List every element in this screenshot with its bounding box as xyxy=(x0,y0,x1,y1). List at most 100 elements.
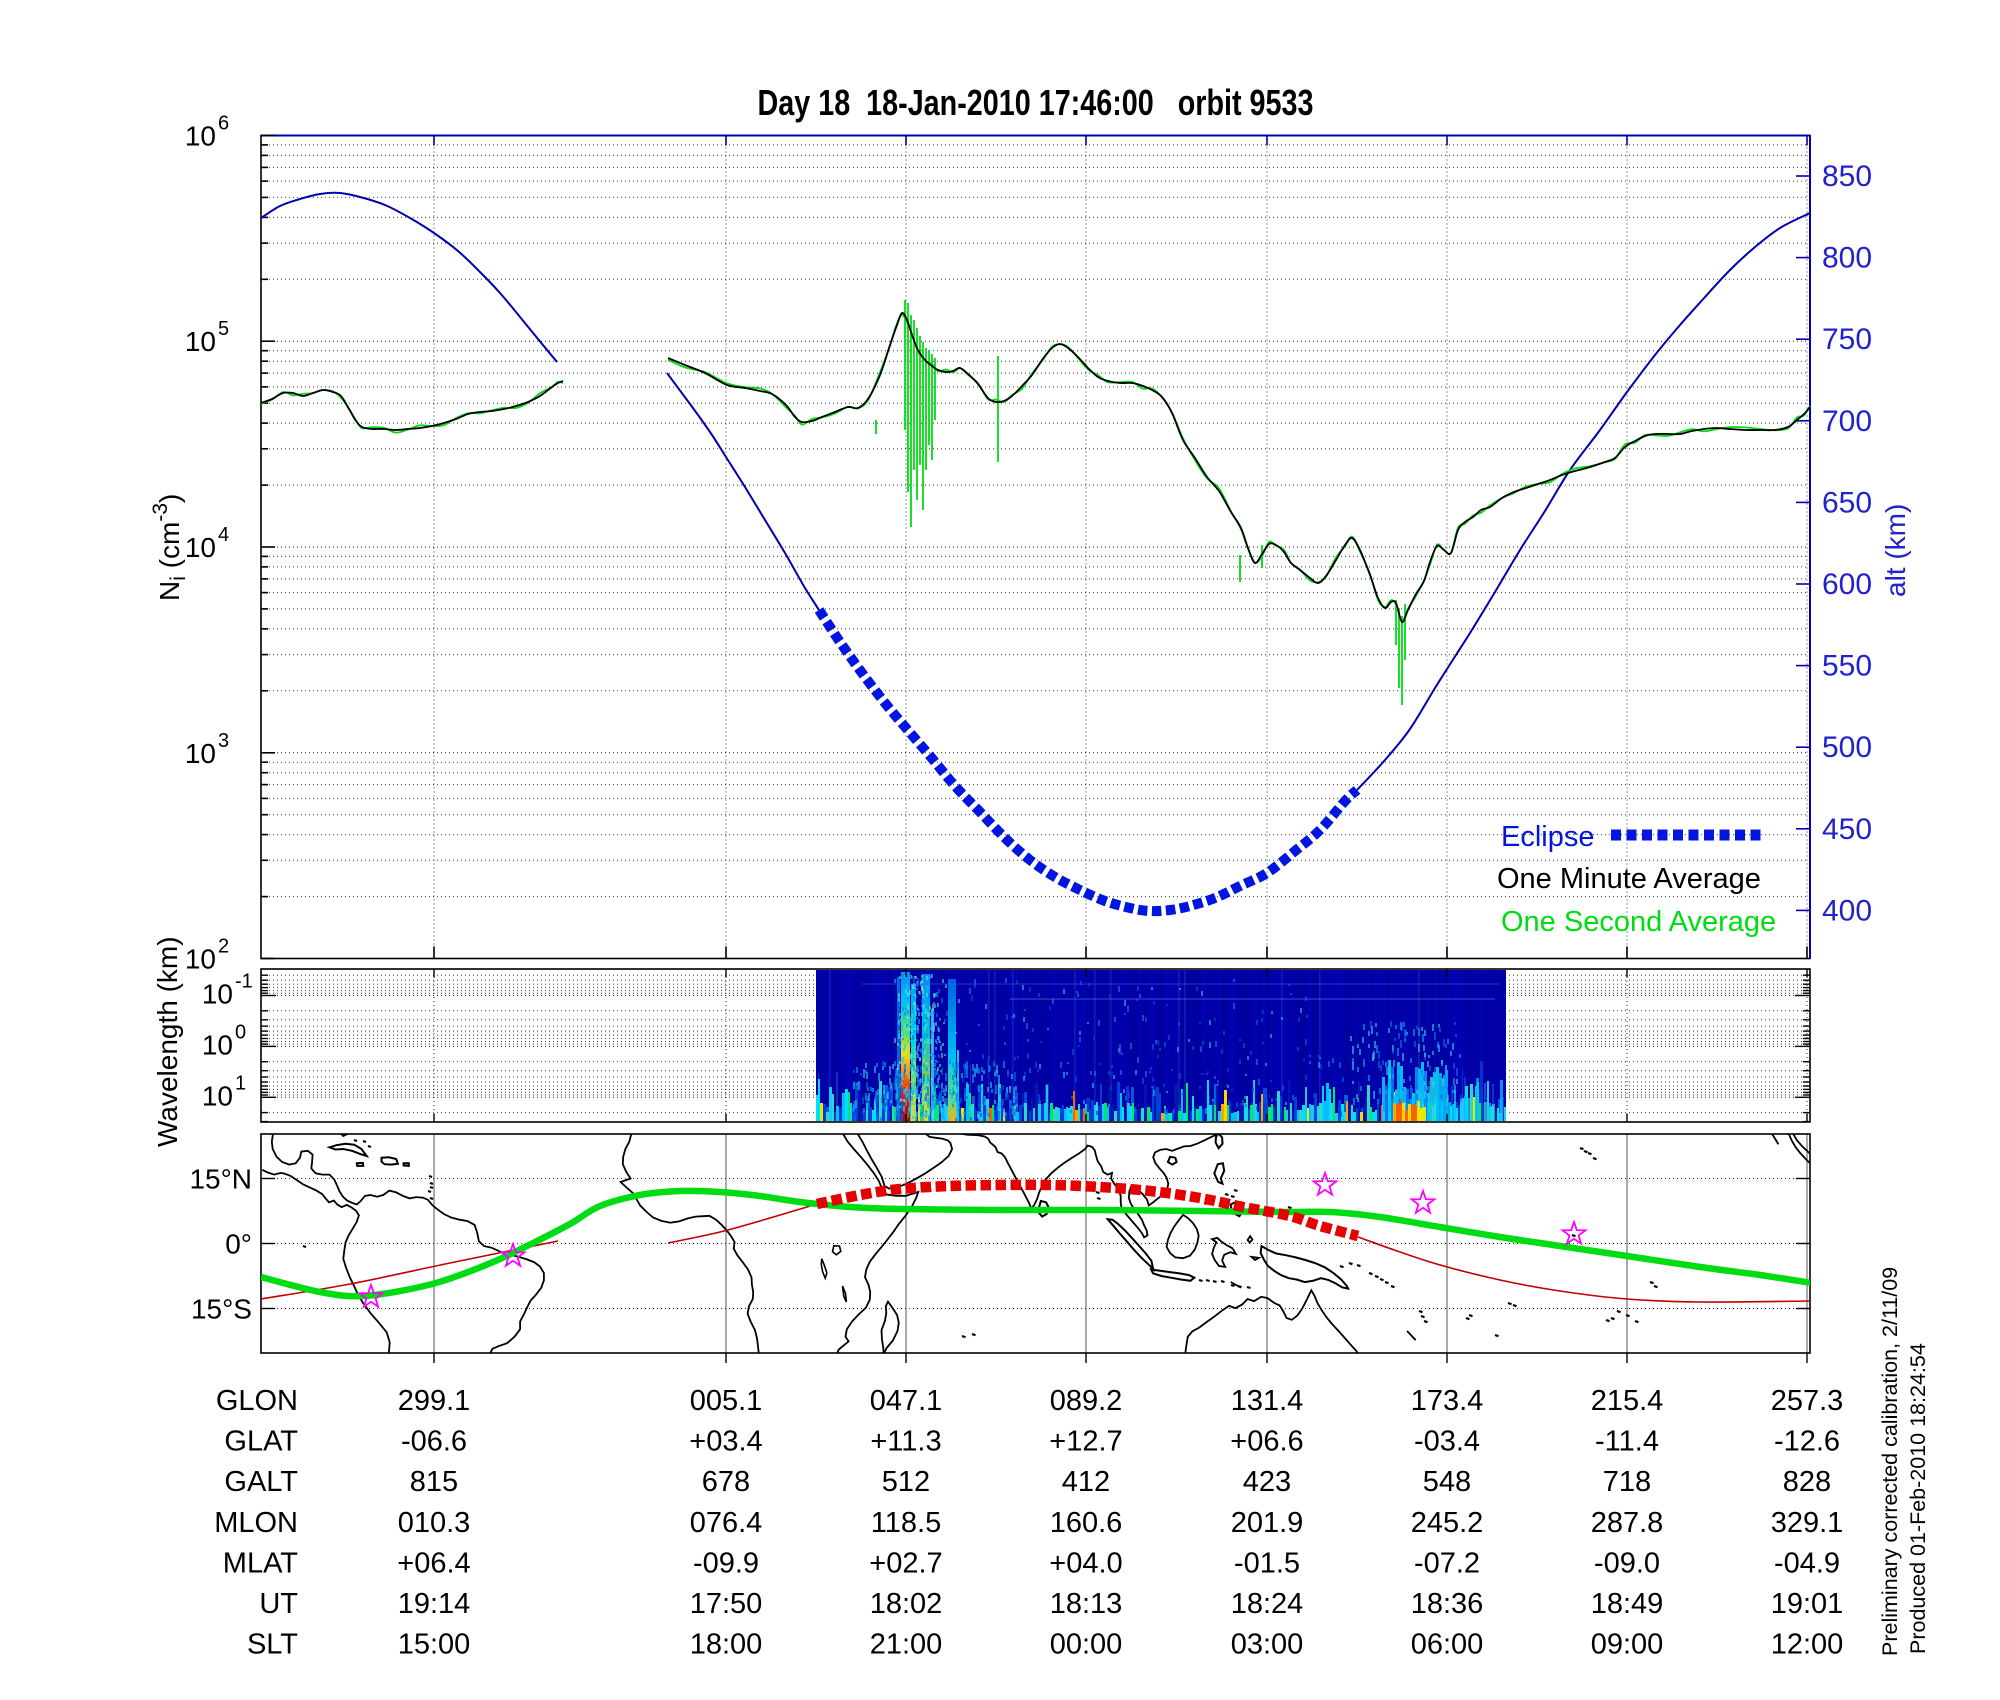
svg-text:09:00: 09:00 xyxy=(1591,1629,1664,1661)
svg-text:-03.4: -03.4 xyxy=(1414,1426,1480,1458)
svg-text:MLAT: MLAT xyxy=(223,1547,298,1579)
svg-text:550: 550 xyxy=(1822,650,1872,683)
svg-text:815: 815 xyxy=(410,1466,458,1498)
svg-text:329.1: 329.1 xyxy=(1771,1507,1844,1539)
svg-text:412: 412 xyxy=(1062,1466,1110,1498)
svg-text:MLON: MLON xyxy=(214,1507,298,1539)
svg-text:500: 500 xyxy=(1822,731,1872,764)
svg-text:-04.9: -04.9 xyxy=(1774,1547,1840,1579)
svg-text:GALT: GALT xyxy=(224,1466,298,1498)
svg-text:-12.6: -12.6 xyxy=(1774,1426,1840,1458)
svg-text:750: 750 xyxy=(1822,323,1872,356)
svg-text:-09.0: -09.0 xyxy=(1594,1547,1660,1579)
svg-text:173.4: 173.4 xyxy=(1411,1385,1484,1417)
svg-text:18:36: 18:36 xyxy=(1411,1588,1484,1620)
svg-text:10: 10 xyxy=(185,944,216,975)
svg-text:215.4: 215.4 xyxy=(1591,1385,1664,1417)
svg-text:512: 512 xyxy=(882,1466,930,1498)
svg-text:19:01: 19:01 xyxy=(1771,1588,1844,1620)
svg-text:548: 548 xyxy=(1423,1466,1471,1498)
svg-text:18:49: 18:49 xyxy=(1591,1588,1664,1620)
svg-text:00:00: 00:00 xyxy=(1050,1629,1123,1661)
svg-text:3: 3 xyxy=(218,730,229,752)
svg-text:450: 450 xyxy=(1822,813,1872,846)
svg-text:0: 0 xyxy=(235,1021,246,1043)
svg-text:005.1: 005.1 xyxy=(690,1385,763,1417)
svg-text:-1: -1 xyxy=(235,971,253,993)
svg-text:15°S: 15°S xyxy=(191,1294,252,1325)
svg-text:287.8: 287.8 xyxy=(1591,1507,1664,1539)
svg-text:18:13: 18:13 xyxy=(1050,1588,1123,1620)
svg-text:+12.7: +12.7 xyxy=(1049,1426,1122,1458)
svg-text:850: 850 xyxy=(1822,160,1872,193)
svg-text:-09.9: -09.9 xyxy=(693,1547,759,1579)
svg-text:600: 600 xyxy=(1822,568,1872,601)
svg-text:One Minute Average: One Minute Average xyxy=(1497,863,1761,895)
svg-text:-01.5: -01.5 xyxy=(1234,1547,1300,1579)
svg-text:245.2: 245.2 xyxy=(1411,1507,1484,1539)
svg-text:18:00: 18:00 xyxy=(690,1629,763,1661)
svg-text:257.3: 257.3 xyxy=(1771,1385,1844,1417)
svg-text:299.1: 299.1 xyxy=(398,1385,471,1417)
svg-text:5: 5 xyxy=(218,318,229,340)
svg-text:-06.6: -06.6 xyxy=(401,1426,467,1458)
svg-text:678: 678 xyxy=(702,1466,750,1498)
svg-text:160.6: 160.6 xyxy=(1050,1507,1123,1539)
svg-text:15:00: 15:00 xyxy=(398,1629,471,1661)
svg-text:Ni (cm-3): Ni (cm-3) xyxy=(149,494,190,601)
svg-text:076.4: 076.4 xyxy=(690,1507,763,1539)
svg-text:-11.4: -11.4 xyxy=(1595,1426,1659,1458)
svg-text:423: 423 xyxy=(1243,1466,1291,1498)
svg-text:+02.7: +02.7 xyxy=(869,1547,942,1579)
svg-text:SLT: SLT xyxy=(247,1629,298,1661)
svg-text:700: 700 xyxy=(1822,405,1872,438)
svg-text:118.5: 118.5 xyxy=(871,1507,941,1539)
svg-text:131.4: 131.4 xyxy=(1231,1385,1304,1417)
svg-text:-07.2: -07.2 xyxy=(1414,1547,1480,1579)
svg-text:GLON: GLON xyxy=(216,1385,298,1417)
svg-text:+06.6: +06.6 xyxy=(1230,1426,1303,1458)
svg-text:400: 400 xyxy=(1822,894,1872,927)
svg-text:0°: 0° xyxy=(225,1229,252,1260)
svg-text:alt (km): alt (km) xyxy=(1880,504,1911,597)
svg-text:18:24: 18:24 xyxy=(1231,1588,1304,1620)
svg-text:18:02: 18:02 xyxy=(870,1588,943,1620)
svg-text:Eclipse: Eclipse xyxy=(1501,821,1595,853)
svg-text:+03.4: +03.4 xyxy=(689,1426,762,1458)
svg-text:+06.4: +06.4 xyxy=(397,1547,470,1579)
svg-text:10: 10 xyxy=(185,738,216,769)
svg-text:21:00: 21:00 xyxy=(870,1629,943,1661)
svg-text:Preliminary corrected calibrat: Preliminary corrected calibration, 2/11/… xyxy=(1878,1267,1902,1656)
svg-text:UT: UT xyxy=(259,1588,298,1620)
svg-text:17:50: 17:50 xyxy=(690,1588,763,1620)
svg-text:Produced 01-Feb-2010 18:24:54: Produced 01-Feb-2010 18:24:54 xyxy=(1906,1343,1930,1654)
svg-text:2: 2 xyxy=(218,936,229,958)
svg-text:06:00: 06:00 xyxy=(1411,1629,1484,1661)
svg-text:10: 10 xyxy=(185,121,216,152)
svg-text:089.2: 089.2 xyxy=(1050,1385,1123,1417)
svg-text:047.1: 047.1 xyxy=(870,1385,943,1417)
svg-text:12:00: 12:00 xyxy=(1771,1629,1844,1661)
svg-text:650: 650 xyxy=(1822,486,1872,519)
svg-text:15°N: 15°N xyxy=(189,1164,252,1195)
svg-text:201.9: 201.9 xyxy=(1231,1507,1304,1539)
svg-text:10: 10 xyxy=(185,532,216,563)
svg-text:4: 4 xyxy=(218,524,229,546)
svg-text:6: 6 xyxy=(218,113,229,135)
svg-text:10: 10 xyxy=(185,326,216,357)
svg-text:828: 828 xyxy=(1783,1466,1831,1498)
svg-text:10: 10 xyxy=(202,1080,233,1111)
svg-text:10: 10 xyxy=(202,979,233,1010)
svg-text:010.3: 010.3 xyxy=(398,1507,471,1539)
svg-text:Wavelength (km): Wavelength (km) xyxy=(152,936,183,1147)
svg-text:Day 18 18-Jan-2010 17:46:00: Day 18 18-Jan-2010 17:46:00 orbit 9533 xyxy=(758,82,1314,123)
svg-text:One Second Average: One Second Average xyxy=(1501,906,1776,938)
svg-text:+04.0: +04.0 xyxy=(1049,1547,1122,1579)
svg-text:1: 1 xyxy=(235,1072,246,1094)
svg-text:GLAT: GLAT xyxy=(224,1426,298,1458)
svg-text:+11.3: +11.3 xyxy=(870,1426,941,1458)
svg-text:800: 800 xyxy=(1822,242,1872,275)
svg-text:19:14: 19:14 xyxy=(398,1588,471,1620)
svg-text:03:00: 03:00 xyxy=(1231,1629,1304,1661)
svg-text:10: 10 xyxy=(202,1029,233,1060)
